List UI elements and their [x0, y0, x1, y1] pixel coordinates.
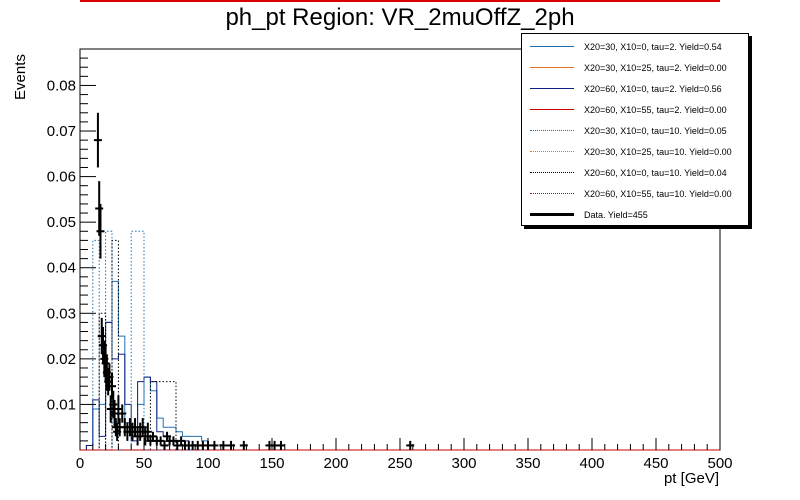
data-point [148, 431, 157, 441]
legend-label: X20=30, X10=25, tau=2. Yield=0.00 [584, 62, 727, 73]
legend-label: X20=60, X10=0, tau=2. Yield=0.56 [584, 83, 722, 94]
histogram-series-group [80, 230, 720, 451]
chart-title: ph_pt Region: VR_2muOffZ_2ph [225, 4, 575, 31]
y-tick-label: 0.07 [47, 123, 76, 140]
y-tick-label: 0.08 [47, 77, 76, 94]
y-tick-label: 0.06 [47, 169, 76, 186]
legend-swatch [530, 193, 574, 194]
legend-item: X20=60, X10=0, tau=10. Yield=0.04 [522, 162, 748, 183]
x-tick-label: 300 [451, 455, 476, 472]
legend-item: X20=30, X10=25, tau=10. Yield=0.00 [522, 141, 748, 162]
legend-item: X20=30, X10=0, tau=10. Yield=0.05 [522, 120, 748, 141]
data-point [104, 367, 113, 396]
legend-label: X20=30, X10=0, tau=2. Yield=0.54 [584, 41, 722, 52]
data-point [95, 181, 104, 236]
legend-label: Data. Yield=455 [584, 209, 648, 220]
legend-item: Data. Yield=455 [522, 204, 748, 225]
data-point [110, 399, 119, 428]
legend: X20=30, X10=0, tau=2. Yield=0.54 X20=30, … [521, 33, 749, 226]
legend-label: X20=60, X10=55, tau=2. Yield=0.00 [584, 104, 727, 115]
data-point [96, 203, 105, 259]
y-axis-label: Events [12, 54, 29, 100]
data-point [156, 436, 165, 446]
y-tick-label: 0.03 [47, 305, 76, 322]
legend-swatch [530, 172, 574, 173]
legend-swatch [530, 130, 574, 131]
legend-swatch [530, 88, 574, 89]
x-tick-label: 250 [387, 455, 412, 472]
legend-item: X20=60, X10=0, tau=2. Yield=0.56 [522, 78, 748, 99]
data-point [114, 395, 123, 423]
legend-item: X20=60, X10=55, tau=10. Yield=0.00 [522, 183, 748, 204]
x-tick-label: 350 [515, 455, 540, 472]
legend-swatch [530, 213, 574, 216]
x-tick-label: 500 [707, 455, 732, 472]
legend-label: X20=60, X10=0, tau=10. Yield=0.04 [584, 167, 727, 178]
x-tick-label: 0 [76, 455, 84, 472]
legend-swatch [530, 67, 574, 68]
legend-item: X20=30, X10=0, tau=2. Yield=0.54 [522, 36, 748, 57]
x-tick-label: 50 [136, 455, 153, 472]
y-tick-label: 0.02 [47, 351, 76, 368]
legend-item: X20=30, X10=25, tau=2. Yield=0.00 [522, 57, 748, 78]
data-point [177, 436, 186, 446]
data-point [93, 112, 102, 168]
data-point [108, 372, 116, 400]
axes-group: 0 50 100 150 200 250 300 350 400 450 500 0.01 0.02 0.… [47, 57, 733, 472]
data-points-group [93, 112, 415, 450]
y-tick-label: 0.01 [47, 396, 76, 413]
data-point [118, 404, 127, 423]
legend-label: X20=60, X10=55, tau=10. Yield=0.00 [584, 188, 732, 199]
x-axis-label: pt [GeV] [663, 470, 719, 487]
x-tick-label: 400 [579, 455, 604, 472]
legend-label: X20=30, X10=25, tau=10. Yield=0.00 [584, 146, 732, 157]
series-line-2 [80, 321, 215, 451]
data-point [97, 317, 106, 355]
legend-swatch [530, 109, 574, 110]
data-point [169, 436, 178, 446]
x-tick-label: 450 [643, 455, 668, 472]
legend-label: X20=30, X10=0, tau=10. Yield=0.05 [584, 125, 727, 136]
legend-swatch [530, 151, 574, 152]
legend-item: X20=60, X10=55, tau=2. Yield=0.00 [522, 99, 748, 120]
series-line-4 [80, 230, 208, 451]
x-tick-label: 100 [195, 455, 220, 472]
data-point [173, 440, 182, 450]
data-point [160, 440, 169, 450]
x-tick-label: 150 [259, 455, 284, 472]
x-tick-label: 200 [323, 455, 348, 472]
data-point [276, 440, 285, 450]
y-tick-label: 0.04 [47, 260, 76, 277]
data-point [101, 345, 110, 382]
legend-swatch [530, 46, 574, 47]
data-point [210, 440, 219, 450]
data-point [143, 422, 152, 441]
y-tick-label: 0.05 [47, 214, 76, 231]
